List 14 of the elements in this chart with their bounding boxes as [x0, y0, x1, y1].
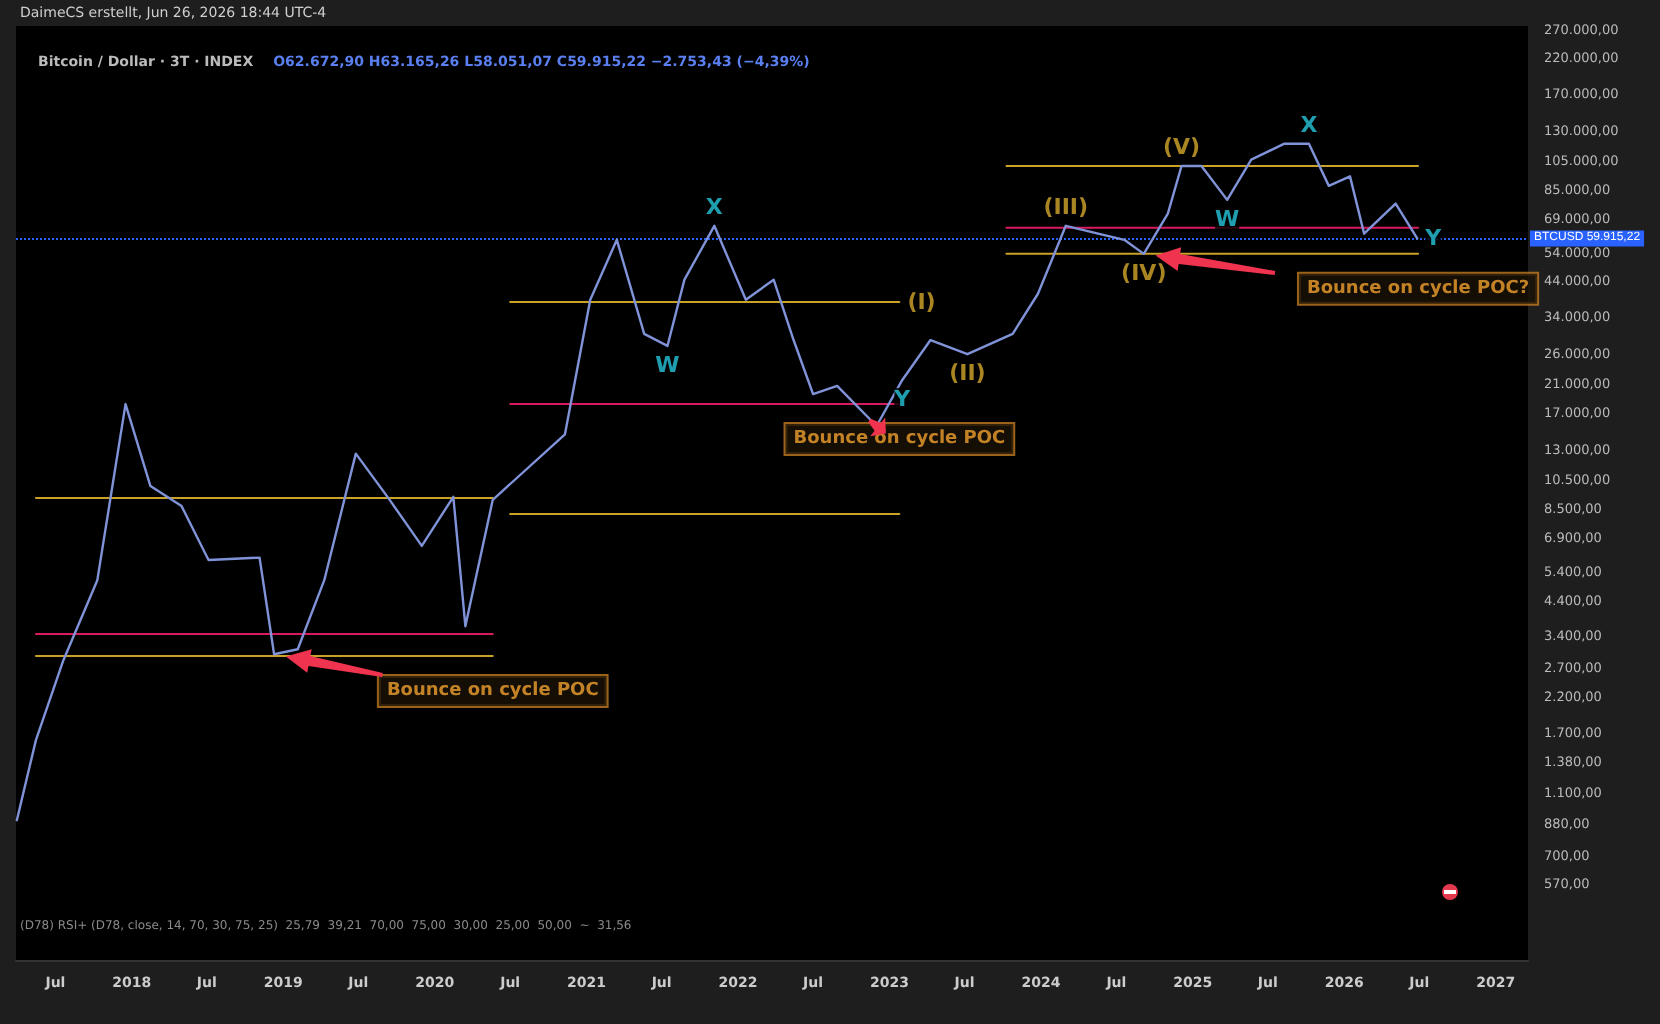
annotation: W — [655, 351, 680, 378]
annotation: (V) — [1162, 133, 1201, 160]
annotation: (III) — [1043, 193, 1089, 220]
annotation: Bounce on cycle POC — [793, 429, 1007, 450]
annotation: W — [1215, 205, 1240, 232]
annotation: (II) — [949, 360, 986, 387]
annotation: X — [1300, 111, 1319, 138]
annotation: Bounce on cycle POC? — [1306, 278, 1530, 299]
annotation: Y — [1423, 225, 1444, 252]
annotation: Bounce on cycle POC — [386, 681, 600, 702]
annotation: (I) — [907, 288, 936, 315]
annotation: (IV) — [1121, 259, 1167, 286]
annotation: Y — [892, 385, 913, 412]
annotation: X — [705, 193, 724, 220]
